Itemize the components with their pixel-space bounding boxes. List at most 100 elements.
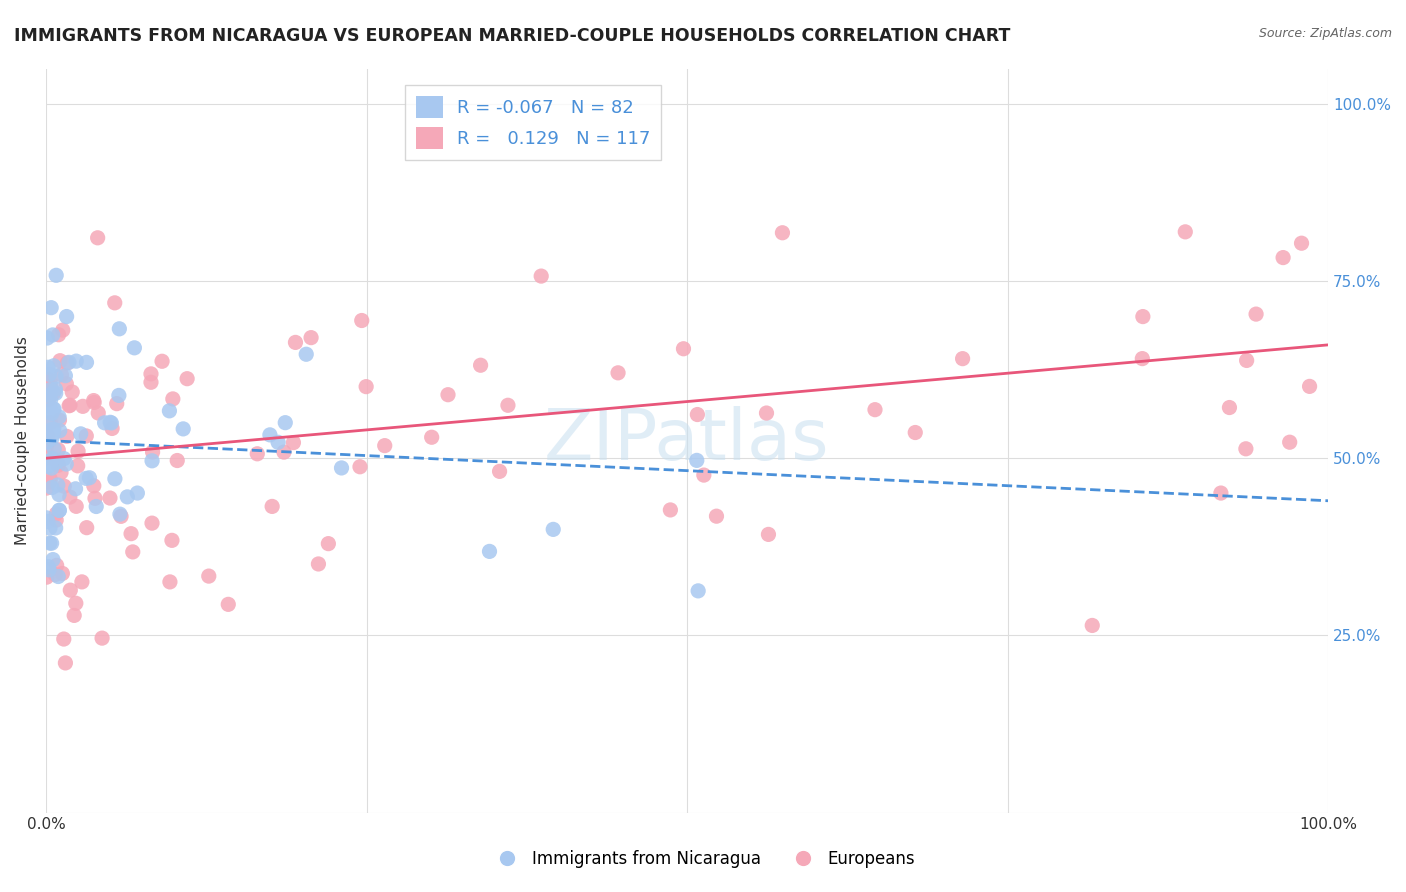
Point: [45, 455, 67, 469]
Point: [48, 503, 70, 517]
Point: [318, 536, 340, 550]
Point: [41, 422, 63, 436]
Point: [87, 406, 110, 420]
Point: [52, 323, 75, 337]
Point: [37, 515, 59, 529]
Point: [496, 398, 519, 412]
Text: Source: ZipAtlas.com: Source: ZipAtlas.com: [1258, 27, 1392, 40]
Point: [44, 382, 66, 396]
Point: [98, 491, 121, 505]
Point: [60, 384, 83, 399]
Point: [91, 631, 114, 645]
Point: [55, 310, 77, 324]
Point: [39, 376, 62, 390]
Point: [65, 482, 87, 496]
Point: [41, 455, 63, 469]
Point: [672, 342, 695, 356]
Point: [39, 403, 62, 417]
Point: [35, 438, 58, 452]
Point: [127, 486, 149, 500]
Point: [58, 399, 80, 413]
Point: [45, 521, 67, 535]
Point: [105, 397, 128, 411]
Point: [159, 574, 181, 589]
Point: [162, 392, 184, 406]
Point: [117, 490, 139, 504]
Point: [217, 598, 239, 612]
Point: [37, 429, 59, 443]
Point: [488, 464, 510, 478]
Point: [38, 563, 60, 577]
Point: [39, 380, 62, 394]
Point: [283, 435, 305, 450]
Point: [758, 527, 780, 541]
Point: [46, 458, 69, 473]
Point: [139, 367, 162, 381]
Point: [42, 401, 65, 416]
Point: [273, 445, 295, 459]
Point: [55, 457, 77, 471]
Point: [139, 376, 162, 390]
Point: [48, 424, 70, 438]
Point: [1130, 351, 1153, 366]
Point: [541, 522, 564, 536]
Point: [659, 503, 682, 517]
Point: [1236, 353, 1258, 368]
Point: [55, 368, 77, 383]
Point: [51, 566, 73, 581]
Point: [59, 583, 82, 598]
Point: [45, 369, 67, 384]
Point: [1081, 618, 1104, 632]
Point: [49, 466, 72, 480]
Point: [863, 402, 886, 417]
Point: [51, 368, 73, 382]
Point: [37, 392, 59, 407]
Point: [38, 475, 60, 489]
Point: [52, 632, 75, 646]
Point: [37, 416, 59, 430]
Point: [48, 503, 70, 517]
Point: [39, 392, 62, 407]
Point: [150, 354, 173, 368]
Text: IMMIGRANTS FROM NICARAGUA VS EUROPEAN MARRIED-COUPLE HOUSEHOLDS CORRELATION CHAR: IMMIGRANTS FROM NICARAGUA VS EUROPEAN MA…: [14, 27, 1011, 45]
Point: [166, 453, 188, 467]
Point: [48, 413, 70, 427]
Point: [66, 458, 89, 473]
Point: [52, 451, 75, 466]
Point: [1234, 442, 1257, 456]
Point: [69, 426, 91, 441]
Point: [39, 458, 62, 472]
Point: [67, 444, 90, 458]
Point: [41, 481, 63, 495]
Point: [86, 231, 108, 245]
Point: [42, 552, 65, 566]
Point: [121, 545, 143, 559]
Point: [101, 421, 124, 435]
Point: [55, 376, 77, 391]
Point: [83, 479, 105, 493]
Point: [75, 429, 97, 443]
Point: [42, 426, 65, 441]
Point: [65, 596, 87, 610]
Point: [330, 461, 353, 475]
Point: [686, 408, 709, 422]
Point: [63, 608, 86, 623]
Point: [59, 398, 82, 412]
Point: [437, 387, 460, 401]
Point: [83, 393, 105, 408]
Point: [45, 513, 67, 527]
Point: [1272, 251, 1295, 265]
Point: [48, 327, 70, 342]
Point: [755, 406, 778, 420]
Point: [686, 453, 709, 467]
Point: [44, 567, 66, 582]
Point: [46, 569, 69, 583]
Point: [38, 368, 60, 382]
Point: [35, 376, 58, 390]
Point: [172, 422, 194, 436]
Point: [1278, 435, 1301, 450]
Point: [246, 447, 269, 461]
Point: [38, 536, 60, 550]
Point: [108, 388, 131, 402]
Point: [53, 479, 76, 493]
